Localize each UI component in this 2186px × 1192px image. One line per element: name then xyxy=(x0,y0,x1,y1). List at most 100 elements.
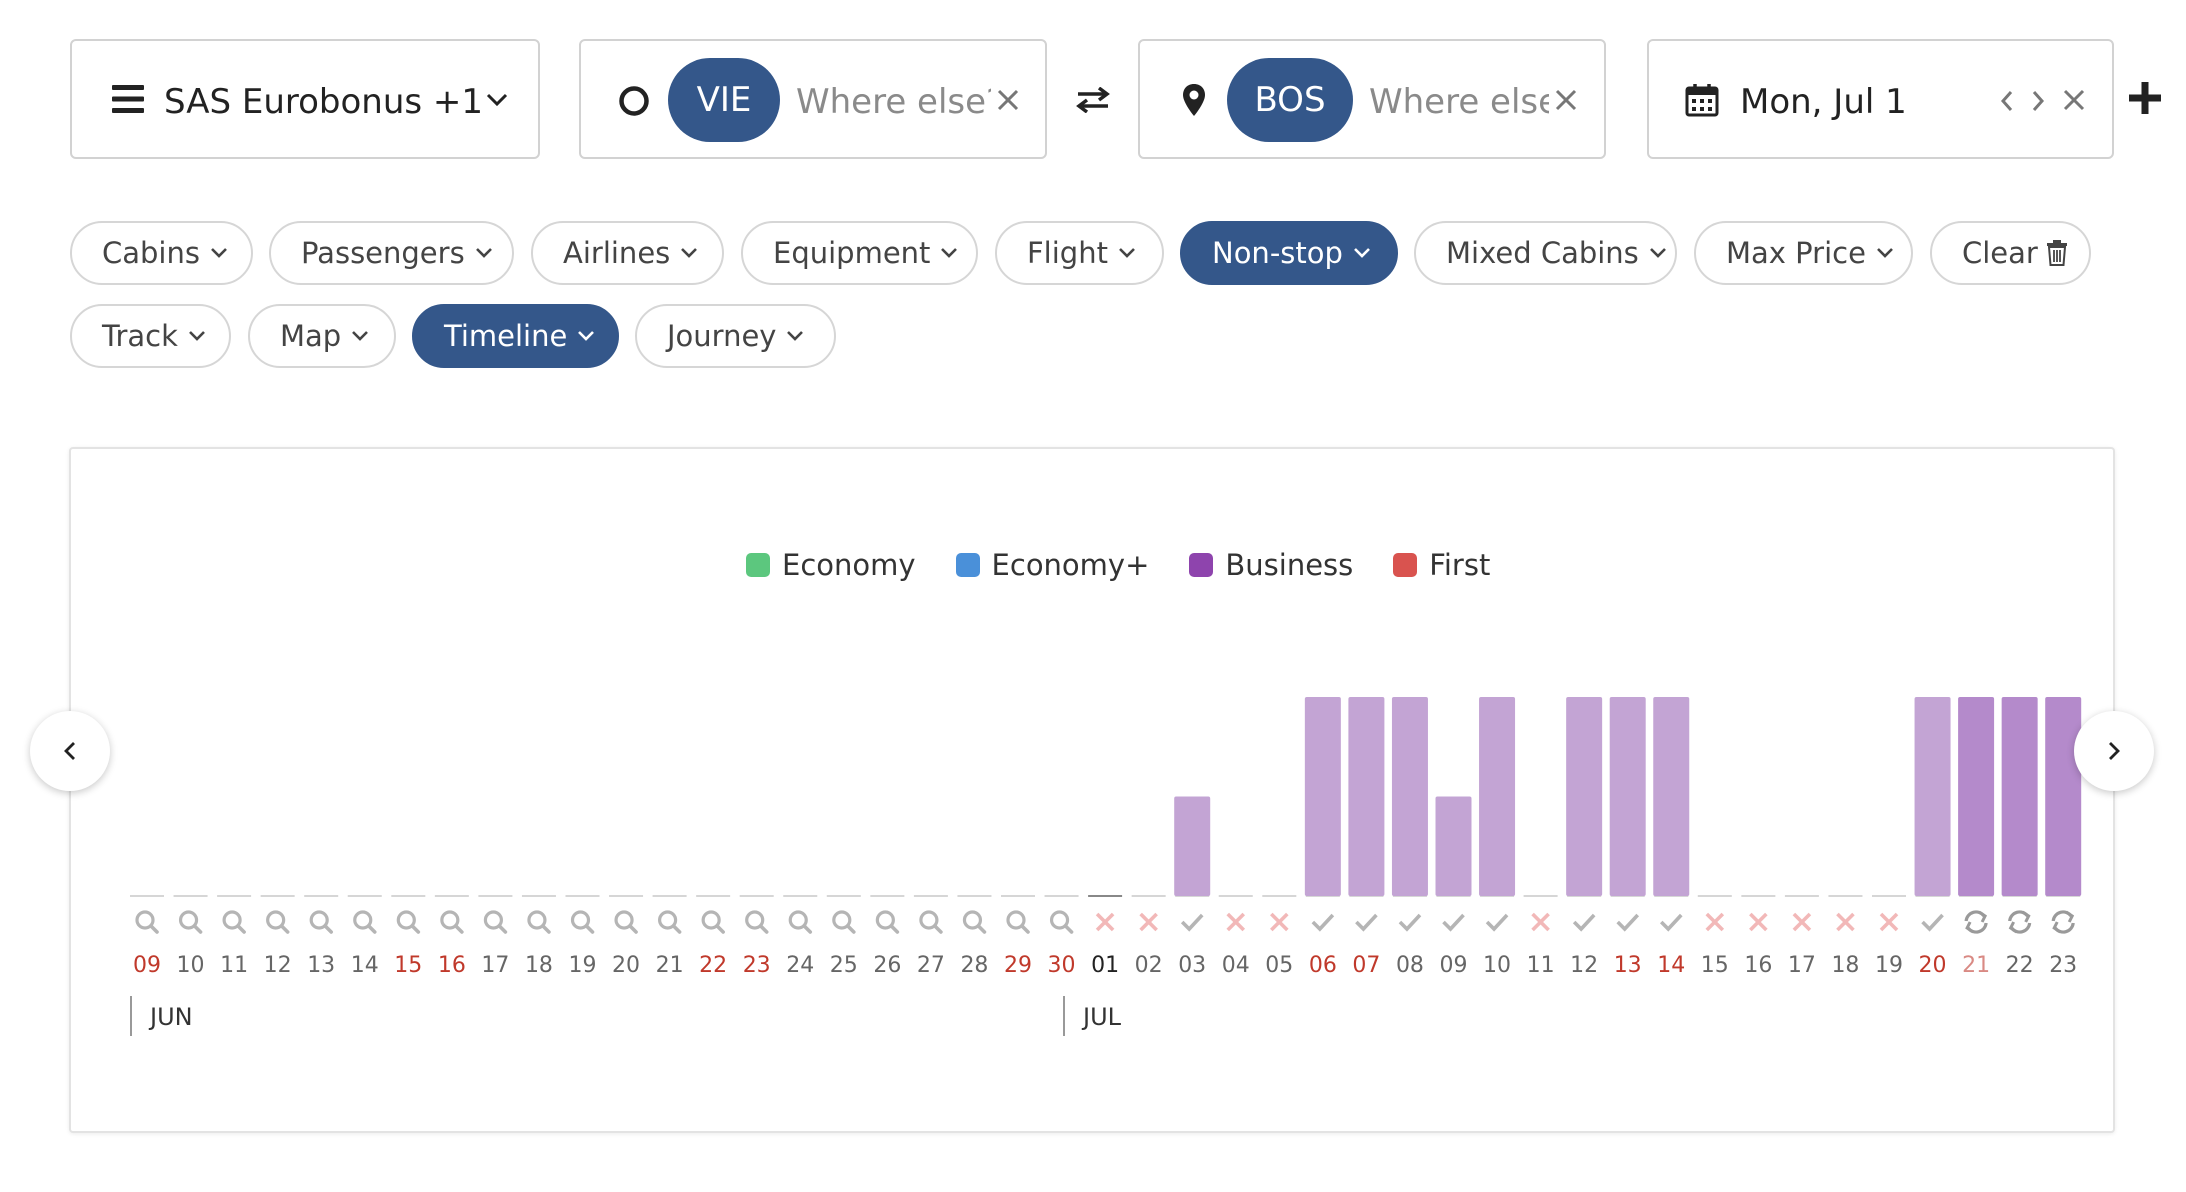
filter-chip[interactable]: Flight xyxy=(995,221,1164,285)
availability-bar[interactable] xyxy=(1174,796,1211,897)
filter-chip[interactable]: Equipment xyxy=(741,221,978,285)
chevron-down-icon xyxy=(188,331,205,341)
search-icon[interactable] xyxy=(832,910,856,934)
origin-field[interactable]: VIE Where else? xyxy=(579,39,1047,159)
day-label: 16 xyxy=(1744,953,1772,978)
search-icon[interactable] xyxy=(440,910,464,934)
check-icon[interactable] xyxy=(1616,913,1640,932)
search-icon[interactable] xyxy=(266,910,290,934)
availability-bar[interactable] xyxy=(1566,697,1603,896)
check-icon[interactable] xyxy=(1485,913,1509,932)
search-icon[interactable] xyxy=(396,910,421,934)
origin-code-chip[interactable]: VIE xyxy=(668,58,780,142)
view-chip-track[interactable]: Track xyxy=(70,304,231,368)
search-icon[interactable] xyxy=(222,910,246,934)
origin-input[interactable]: Where else? xyxy=(796,85,991,119)
search-icon[interactable] xyxy=(570,910,595,934)
check-icon[interactable] xyxy=(1659,913,1683,932)
filter-chip-nonstop[interactable]: Non-stop xyxy=(1180,221,1398,285)
availability-bar[interactable] xyxy=(1958,697,1995,896)
close-icon[interactable] xyxy=(1095,912,1115,932)
search-icon[interactable] xyxy=(788,910,813,934)
day-label: 20 xyxy=(1919,953,1947,978)
filter-chip[interactable]: Max Price xyxy=(1694,221,1913,285)
availability-bar[interactable] xyxy=(1435,796,1472,897)
availability-bar[interactable] xyxy=(1479,697,1516,896)
filter-chip[interactable]: Airlines xyxy=(531,221,724,285)
search-icon[interactable] xyxy=(178,910,203,934)
clear-filters-button[interactable]: Clear xyxy=(1930,221,2091,285)
timeline-prev-button[interactable] xyxy=(30,711,110,791)
close-icon[interactable] xyxy=(1792,912,1812,932)
check-icon[interactable] xyxy=(1180,913,1204,932)
search-icon[interactable] xyxy=(962,910,987,934)
clear-destination-icon[interactable] xyxy=(1554,88,1578,112)
program-selector[interactable]: SAS Eurobonus +1 xyxy=(70,39,540,159)
search-icon[interactable] xyxy=(309,910,334,934)
availability-bar[interactable] xyxy=(1653,697,1690,896)
filter-chip-label: Clear xyxy=(1962,236,2038,270)
destination-field[interactable]: BOS Where else? xyxy=(1138,39,1606,159)
check-icon[interactable] xyxy=(1398,913,1422,932)
add-search-icon[interactable] xyxy=(2129,82,2161,114)
timeline-next-button[interactable] xyxy=(2074,711,2154,791)
availability-bar[interactable] xyxy=(1914,697,1951,896)
next-date-icon[interactable] xyxy=(2030,89,2046,113)
view-chip-map[interactable]: Map xyxy=(248,304,396,368)
filter-chip[interactable]: Passengers xyxy=(269,221,514,285)
destination-input[interactable]: Where else? xyxy=(1369,85,1549,119)
close-icon[interactable] xyxy=(1705,912,1725,932)
check-icon[interactable] xyxy=(1921,913,1944,932)
close-icon[interactable] xyxy=(1531,912,1550,932)
check-icon[interactable] xyxy=(1442,913,1465,932)
search-icon[interactable] xyxy=(919,910,943,934)
search-icon[interactable] xyxy=(353,910,377,934)
check-icon[interactable] xyxy=(1311,913,1335,932)
close-icon[interactable] xyxy=(1749,912,1768,932)
search-icon[interactable] xyxy=(1006,910,1030,934)
close-icon[interactable] xyxy=(1270,912,1289,932)
availability-bar[interactable] xyxy=(1391,697,1428,896)
search-icon[interactable] xyxy=(701,910,725,934)
destination-code-chip[interactable]: BOS xyxy=(1227,58,1353,142)
search-icon[interactable] xyxy=(483,910,508,934)
availability-bar[interactable] xyxy=(1348,697,1385,896)
close-icon[interactable] xyxy=(1879,912,1899,932)
search-icon[interactable] xyxy=(657,910,682,934)
close-icon[interactable] xyxy=(1836,912,1855,932)
chevron-down-icon xyxy=(352,331,369,341)
availability-bar[interactable] xyxy=(2045,697,2082,896)
search-icon[interactable] xyxy=(135,910,159,934)
day-label: 23 xyxy=(2049,953,2077,978)
clear-origin-icon[interactable] xyxy=(996,88,1020,112)
filter-chip[interactable]: Cabins xyxy=(70,221,253,285)
previous-date-icon[interactable] xyxy=(1999,89,2015,113)
view-chip-timeline[interactable]: Timeline xyxy=(412,304,619,368)
view-chip-journey[interactable]: Journey xyxy=(635,304,836,368)
date-field[interactable]: Mon, Jul 1 xyxy=(1647,39,2114,159)
program-selector-label: SAS Eurobonus +1 xyxy=(164,82,484,122)
availability-bar[interactable] xyxy=(2001,697,2038,896)
filter-chip[interactable]: Mixed Cabins xyxy=(1414,221,1677,285)
availability-bar[interactable] xyxy=(1304,697,1341,896)
refresh-icon[interactable] xyxy=(2051,910,2075,934)
chevron-down-icon xyxy=(787,331,804,341)
clear-date-icon[interactable] xyxy=(2062,88,2086,112)
day-label: 24 xyxy=(786,953,814,978)
refresh-icon[interactable] xyxy=(2008,910,2032,934)
check-icon[interactable] xyxy=(1355,913,1378,932)
chevron-down-icon xyxy=(1877,248,1893,258)
close-icon[interactable] xyxy=(1226,912,1246,932)
filter-chip-label: Non-stop xyxy=(1212,236,1343,270)
search-icon[interactable] xyxy=(1049,910,1074,934)
search-icon[interactable] xyxy=(527,910,551,934)
search-icon[interactable] xyxy=(745,910,769,934)
search-icon[interactable] xyxy=(614,910,638,934)
availability-bar[interactable] xyxy=(1609,697,1646,896)
filter-chip-label: Equipment xyxy=(773,236,931,270)
swap-icon[interactable] xyxy=(1076,87,1110,113)
check-icon[interactable] xyxy=(1572,913,1596,932)
close-icon[interactable] xyxy=(1139,912,1158,932)
refresh-icon[interactable] xyxy=(1964,910,1988,934)
search-icon[interactable] xyxy=(875,910,900,934)
